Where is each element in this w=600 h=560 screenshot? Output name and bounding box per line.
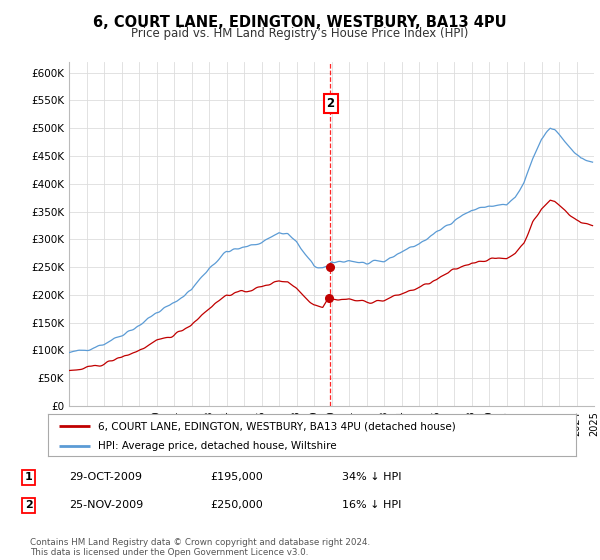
Text: 29-OCT-2009: 29-OCT-2009 <box>69 472 142 482</box>
Text: 6, COURT LANE, EDINGTON, WESTBURY, BA13 4PU (detached house): 6, COURT LANE, EDINGTON, WESTBURY, BA13 … <box>98 421 456 431</box>
Text: 1: 1 <box>25 472 32 482</box>
Text: £195,000: £195,000 <box>210 472 263 482</box>
Text: 2: 2 <box>25 500 32 510</box>
Text: 6, COURT LANE, EDINGTON, WESTBURY, BA13 4PU: 6, COURT LANE, EDINGTON, WESTBURY, BA13 … <box>93 15 507 30</box>
Text: Price paid vs. HM Land Registry’s House Price Index (HPI): Price paid vs. HM Land Registry’s House … <box>131 27 469 40</box>
Text: 2: 2 <box>326 97 335 110</box>
Text: HPI: Average price, detached house, Wiltshire: HPI: Average price, detached house, Wilt… <box>98 441 337 451</box>
Text: 34% ↓ HPI: 34% ↓ HPI <box>342 472 401 482</box>
Text: £250,000: £250,000 <box>210 500 263 510</box>
Text: 25-NOV-2009: 25-NOV-2009 <box>69 500 143 510</box>
Text: 16% ↓ HPI: 16% ↓ HPI <box>342 500 401 510</box>
Text: Contains HM Land Registry data © Crown copyright and database right 2024.
This d: Contains HM Land Registry data © Crown c… <box>30 538 370 557</box>
